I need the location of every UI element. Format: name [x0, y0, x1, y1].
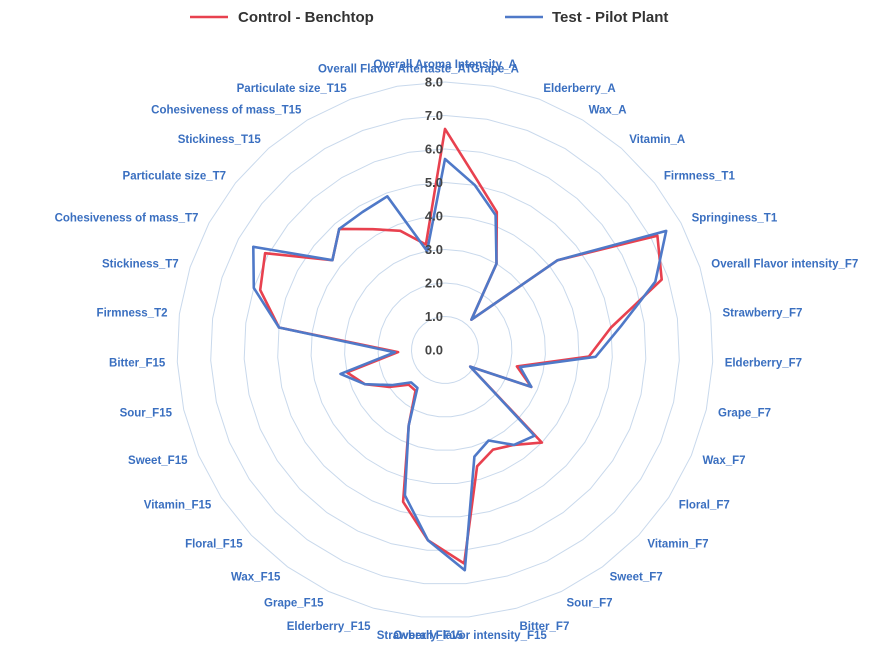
radar-grid	[176, 81, 714, 618]
axis-label: Particulate size_T7	[123, 170, 227, 182]
axis-label: Strawberry_F7	[723, 307, 803, 319]
axis-label: Stickiness_T15	[178, 134, 262, 146]
tick-label: 4.0	[425, 209, 443, 224]
tick-label: 0.0	[425, 343, 443, 358]
axis-label: Grape_F7	[718, 407, 771, 419]
axis-label: Strawberry_F15	[377, 630, 464, 642]
tick-label: 5.0	[425, 175, 443, 190]
axis-label: Bitter_F15	[109, 358, 166, 370]
axis-label: Overall Aroma Intensity_A	[373, 59, 516, 71]
axis-label: Sweet_F15	[128, 455, 188, 467]
axis-label: Wax_F15	[231, 572, 281, 584]
axis-label: Floral_F7	[679, 499, 730, 511]
axis-label: Wax_A	[589, 105, 627, 117]
axis-label: Vitamin_F7	[647, 539, 708, 551]
axis-label: Sour_F7	[567, 597, 613, 609]
axis-label: Sour_F15	[120, 407, 173, 419]
tick-label: 6.0	[425, 142, 443, 157]
axis-label: Overall Flavor intensity_F15	[393, 630, 547, 642]
tick-label: 3.0	[425, 242, 443, 257]
axis-label: Vitamin_F15	[144, 499, 212, 511]
grid-ring-4	[310, 215, 580, 484]
axis-label: Overall Flavor intensity_F7	[711, 259, 858, 271]
grid-ring-3	[344, 248, 546, 451]
axis-label: Elderberry_A	[543, 83, 615, 95]
axis-label: Cohesiveness of mass_T7	[55, 212, 199, 224]
grid-ring-6	[243, 148, 647, 551]
radar-series	[252, 127, 668, 572]
legend-label-control: Control - Benchtop	[238, 9, 374, 26]
axis-label: Elderberry_F15	[287, 621, 371, 633]
axis-label: Grape_F15	[264, 597, 324, 609]
tick-label: 1.0	[425, 309, 443, 324]
series-line-test	[252, 157, 668, 572]
grid-ring-7	[210, 114, 680, 585]
tick-label: 7.0	[425, 108, 443, 123]
axis-label: Particulate size_T15	[237, 83, 348, 95]
axis-label: Overall Flavor Aftertaste_AT	[318, 64, 472, 76]
tick-label: 2.0	[425, 276, 443, 291]
grid-ring-1	[410, 315, 480, 384]
axis-label: Sweet_F7	[610, 572, 663, 584]
radial-tick-labels: 0.0 1.0 2.0 3.0 4.0 5.0 6.0 7.0 8.0	[425, 75, 443, 358]
grid-ring-2	[377, 282, 513, 418]
axis-label: Floral_F15	[185, 539, 243, 551]
axis-label: Firmness_T2	[97, 307, 168, 319]
axis-label: Bitter_F7	[520, 621, 570, 633]
axis-label: Springiness_T1	[692, 212, 778, 224]
axis-label: Elderberry_F7	[725, 358, 802, 370]
grid-ring-5	[277, 181, 613, 518]
axis-label: Grape_A	[471, 64, 519, 76]
axis-label: Firmness_T1	[664, 170, 736, 182]
tick-label: 8.0	[425, 75, 443, 90]
axis-label: Cohesiveness of mass_T15	[151, 105, 302, 117]
axis-label: Vitamin_A	[629, 134, 685, 146]
series-line-control	[258, 127, 664, 565]
axis-label: Wax_F7	[703, 455, 746, 467]
grid-ring-8	[176, 81, 714, 618]
legend: Control - Benchtop Test - Pilot Plant	[190, 9, 668, 26]
legend-label-test: Test - Pilot Plant	[552, 9, 668, 26]
axis-label: Stickiness_T7	[102, 259, 179, 271]
